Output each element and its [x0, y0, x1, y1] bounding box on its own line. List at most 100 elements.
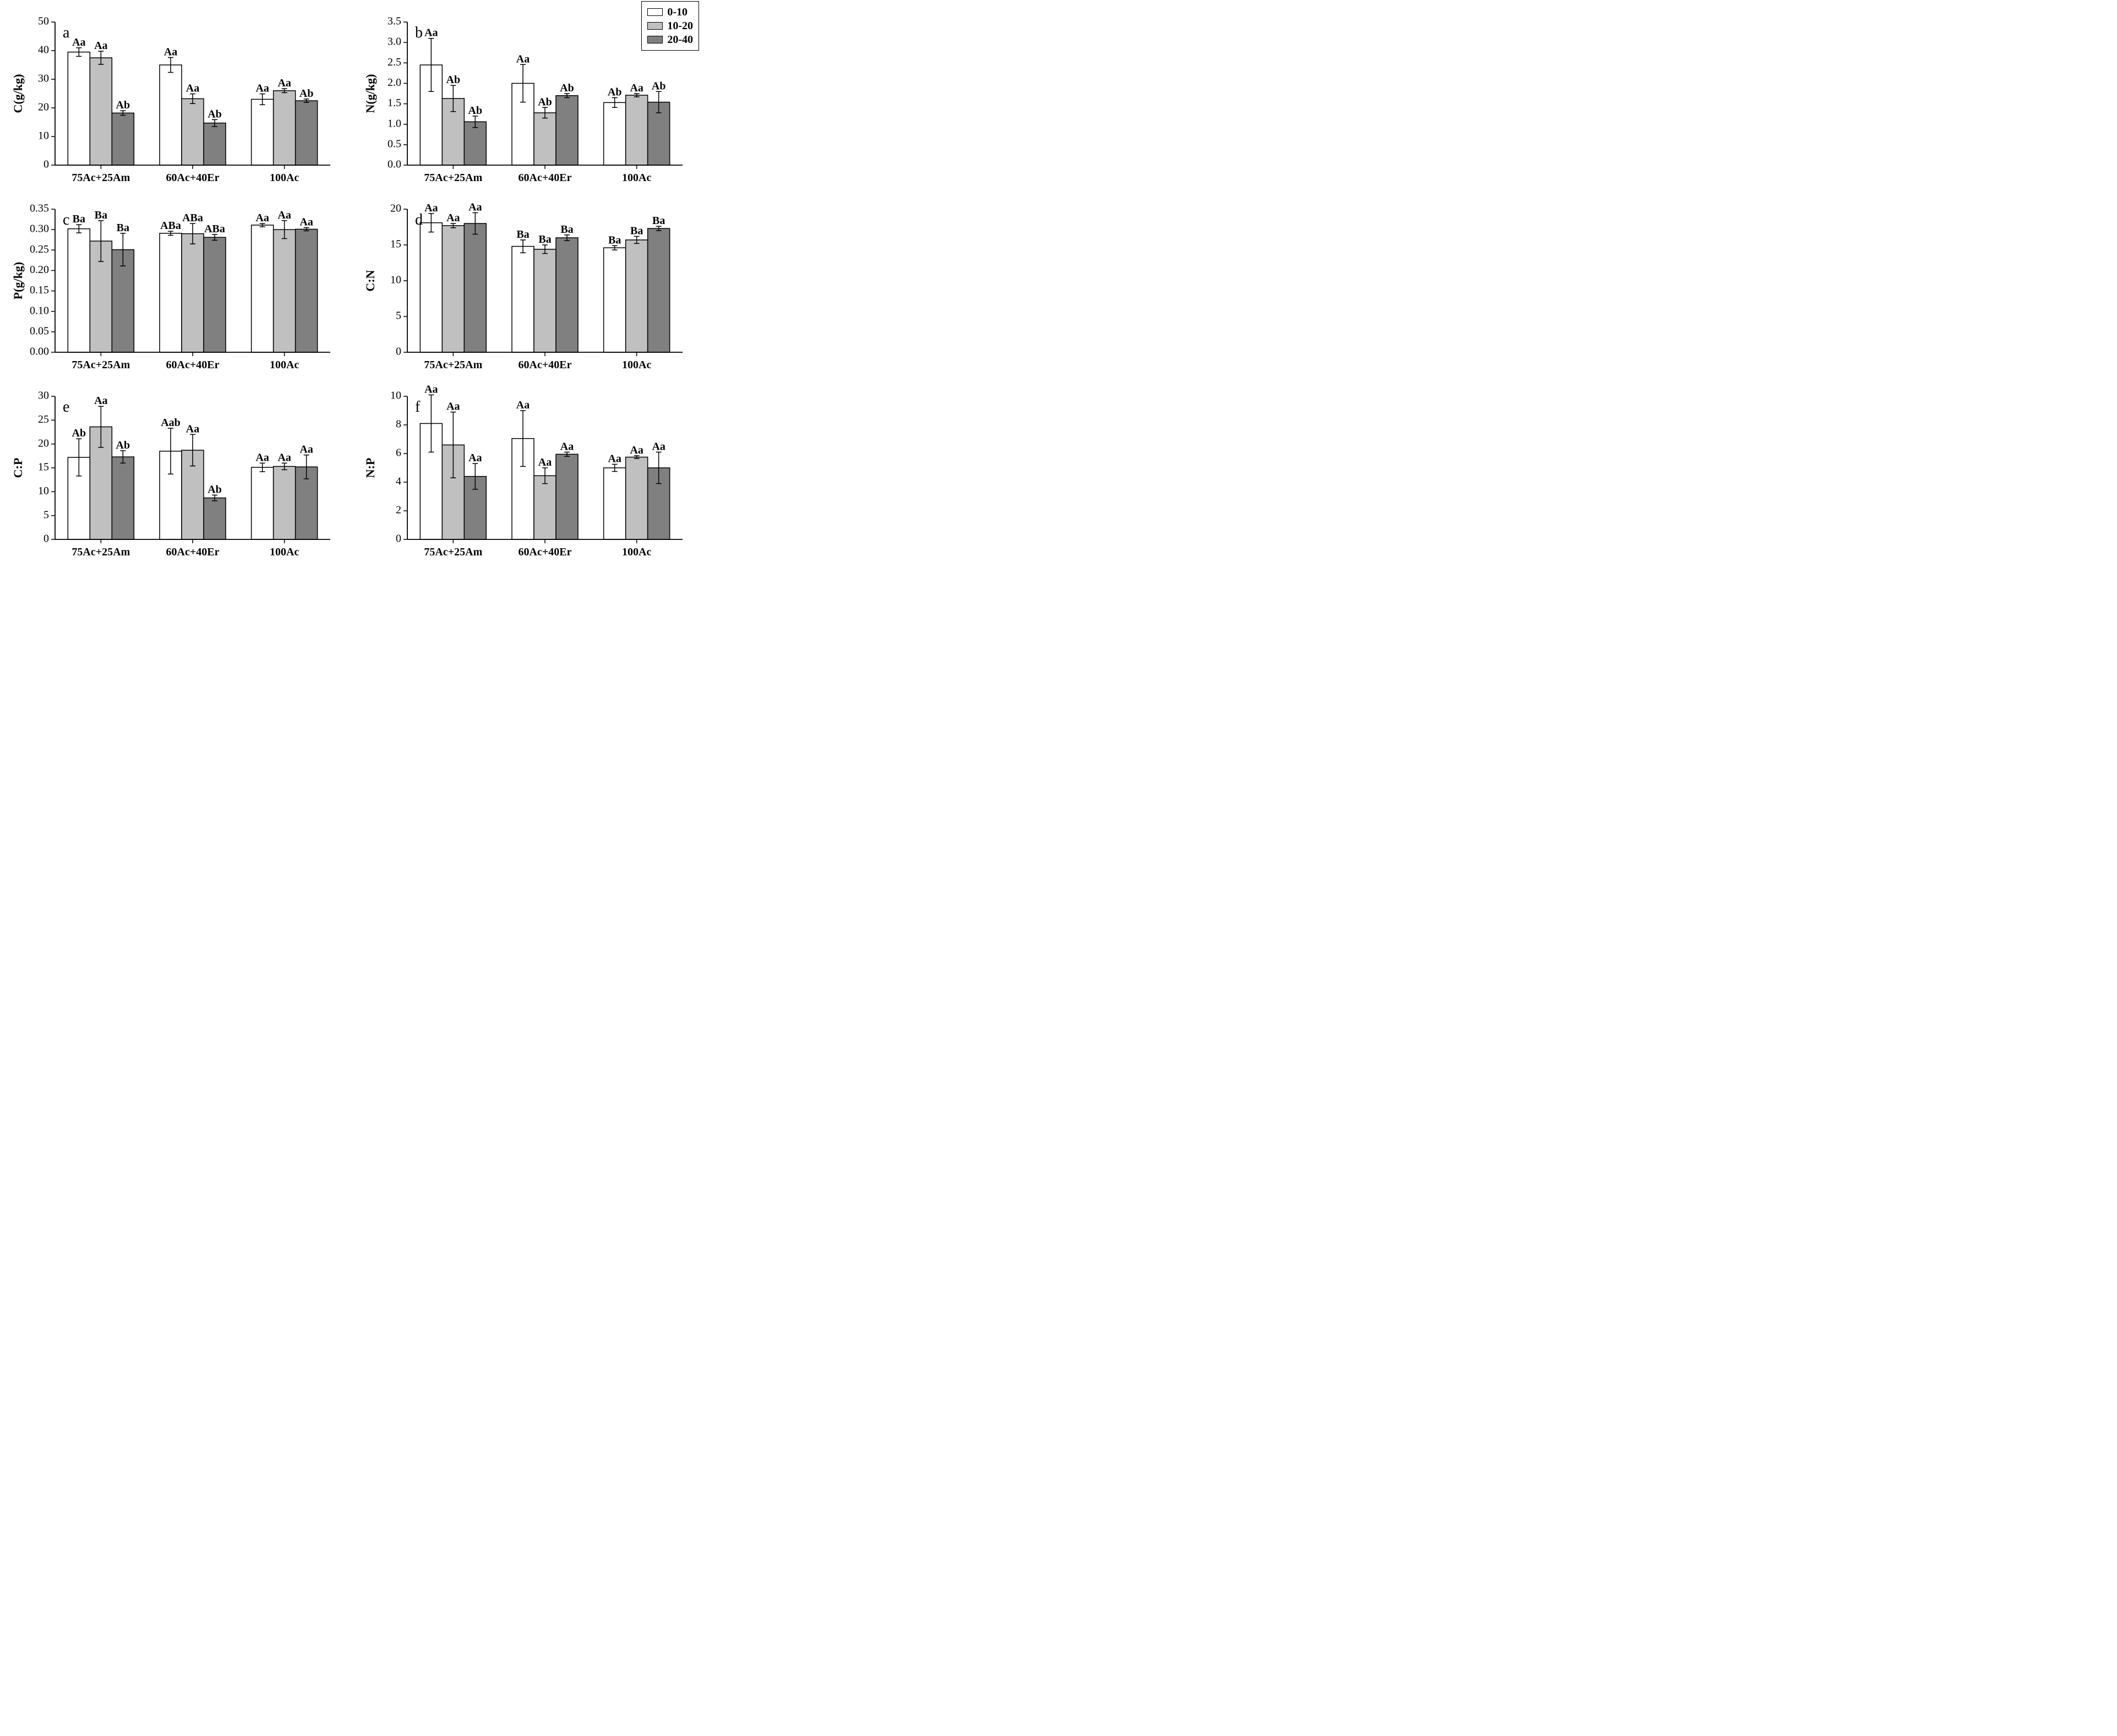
y-tick-label: 4 [396, 476, 401, 488]
y-tick-label: 0.0 [388, 159, 401, 171]
category-label: 75Ac+25Am [424, 546, 482, 558]
y-axis-label: C(g/kg) [11, 74, 25, 113]
category-label: 60Ac+40Er [166, 172, 220, 184]
bar-annotation: Aa [468, 201, 482, 214]
y-tick-label: 0.35 [30, 203, 49, 215]
bar [442, 226, 464, 352]
y-tick-label: 8 [396, 418, 401, 430]
bar-annotation: Aa [277, 451, 291, 463]
panel-svg-d: 05101520AaAaAa75Ac+25AmBaBaBa60Ac+40ErBa… [363, 198, 694, 380]
panel-svg-e: 051015202530AbAaAb75Ac+25AmAabAaAb60Ac+4… [11, 385, 341, 567]
bar [204, 237, 226, 352]
bar-annotation: Aa [299, 444, 313, 456]
bar-annotation: Aa [255, 212, 269, 224]
y-tick-label: 0 [43, 159, 49, 171]
panel-letter: a [63, 24, 70, 41]
y-tick-label: 50 [38, 15, 49, 28]
category-label: 75Ac+25Am [424, 359, 482, 371]
panel-b: 0.00.51.01.52.02.53.03.5AaAbAb75Ac+25AmA… [363, 11, 694, 193]
bar-annotation: Ab [116, 439, 130, 451]
panel-letter: d [415, 211, 423, 228]
panel-letter: b [415, 24, 423, 41]
bar-annotation: Aa [255, 83, 269, 95]
panel-svg-a: 0 10 20 30 40 50 Aa Aa Ab 75Ac+25Am Aa Aa Ab 60Ac+40E… [11, 11, 341, 193]
bar [274, 466, 296, 539]
panel-e: 051015202530AbAaAb75Ac+25AmAabAaAb60Ac+4… [11, 385, 341, 567]
panel-letter: f [415, 398, 421, 416]
category-label: 60Ac+40Er [166, 359, 220, 371]
bar [112, 457, 134, 539]
y-tick-label: 30 [38, 73, 49, 85]
y-tick-label: 0.5 [388, 138, 401, 150]
bar-annotation: Aa [560, 440, 574, 452]
panel-letter: c [63, 211, 69, 228]
bar-annotation: Aa [424, 385, 438, 395]
panel-svg-b: 0.00.51.01.52.02.53.03.5AaAbAb75Ac+25AmA… [363, 11, 694, 193]
y-tick-label: 10 [38, 130, 49, 142]
bar [252, 99, 274, 165]
y-tick-label: 6 [396, 447, 401, 459]
category-label: 60Ac+40Er [166, 546, 220, 558]
y-axis-label: P(g/kg) [11, 262, 25, 299]
bar-annotation: Ab [468, 105, 483, 117]
figure-root: 0-10 10-20 20-40 01020304050AaAaAb75Ac+2… [0, 0, 706, 578]
y-tick-label: 15 [390, 238, 401, 250]
category-label: 100Ac [622, 359, 651, 371]
bar-annotation: Ab [116, 99, 130, 111]
y-tick-label: 0.30 [30, 223, 49, 235]
y-tick-label: 15 [38, 461, 49, 473]
bar-annotation: Ba [516, 228, 529, 241]
category-label: 75Ac+25Am [72, 172, 130, 184]
bar-annotation: Aa [277, 209, 291, 221]
bar-annotation: Aa [186, 83, 199, 95]
bar-annotation: Aa [94, 395, 107, 407]
y-tick-label: 5 [396, 310, 401, 322]
panel-d: 05101520AaAaAa75Ac+25AmBaBaBa60Ac+40ErBa… [363, 198, 694, 380]
bar-annotation: ABa [204, 223, 225, 235]
y-tick-label: 3.0 [388, 36, 401, 48]
bar-annotation: Aa [538, 456, 552, 468]
category-label: 100Ac [622, 546, 651, 558]
bar [252, 225, 274, 352]
y-tick-label: 1.5 [388, 97, 401, 109]
panel-svg-c: 0.000.050.100.150.200.250.300.35BaBaBa75… [11, 198, 341, 380]
bar-annotation: Aa [630, 444, 643, 456]
bar-annotation: Aa [277, 77, 291, 89]
bar-annotation: Ba [560, 223, 573, 236]
bar-annotation: Ba [538, 233, 551, 245]
bar-annotation: Aa [72, 36, 85, 48]
bar-annotation: Aa [299, 216, 313, 228]
bar [626, 95, 648, 165]
bar-annotation: Aa [468, 452, 482, 464]
bar [556, 238, 578, 352]
y-tick-label: 10 [390, 390, 401, 402]
y-tick-label: 0.25 [30, 243, 49, 255]
bar [604, 102, 626, 165]
bar-annotation: Aa [630, 82, 643, 94]
bar-annotation: Ab [299, 88, 314, 100]
category-label: 75Ac+25Am [72, 359, 130, 371]
y-axis-label: N:P [363, 458, 377, 478]
y-tick-label: 20 [38, 101, 49, 113]
y-tick-label: 0.20 [30, 264, 49, 276]
bar [534, 249, 556, 352]
y-tick-label: 0 [43, 533, 49, 545]
bar-annotation: Aa [255, 451, 269, 463]
y-tick-label: 30 [38, 390, 49, 402]
bar [604, 468, 626, 539]
bar [296, 101, 318, 165]
category-label: 100Ac [270, 359, 299, 371]
category-label: 60Ac+40Er [519, 172, 572, 184]
bar-annotation: Aa [446, 212, 460, 224]
y-tick-label: 3.5 [388, 15, 401, 28]
category-label: 75Ac+25Am [424, 172, 482, 184]
bar-annotation: Ba [95, 209, 107, 221]
bar-annotation: Aa [424, 202, 438, 214]
bar-annotation: Aa [164, 46, 177, 58]
category-label: 75Ac+25Am [72, 546, 130, 558]
bar-annotation: Aa [516, 53, 530, 65]
y-tick-label: 2 [396, 504, 401, 516]
panel-letter: e [63, 398, 69, 416]
y-tick-label: 40 [38, 44, 49, 56]
category-label: 100Ac [270, 546, 299, 558]
